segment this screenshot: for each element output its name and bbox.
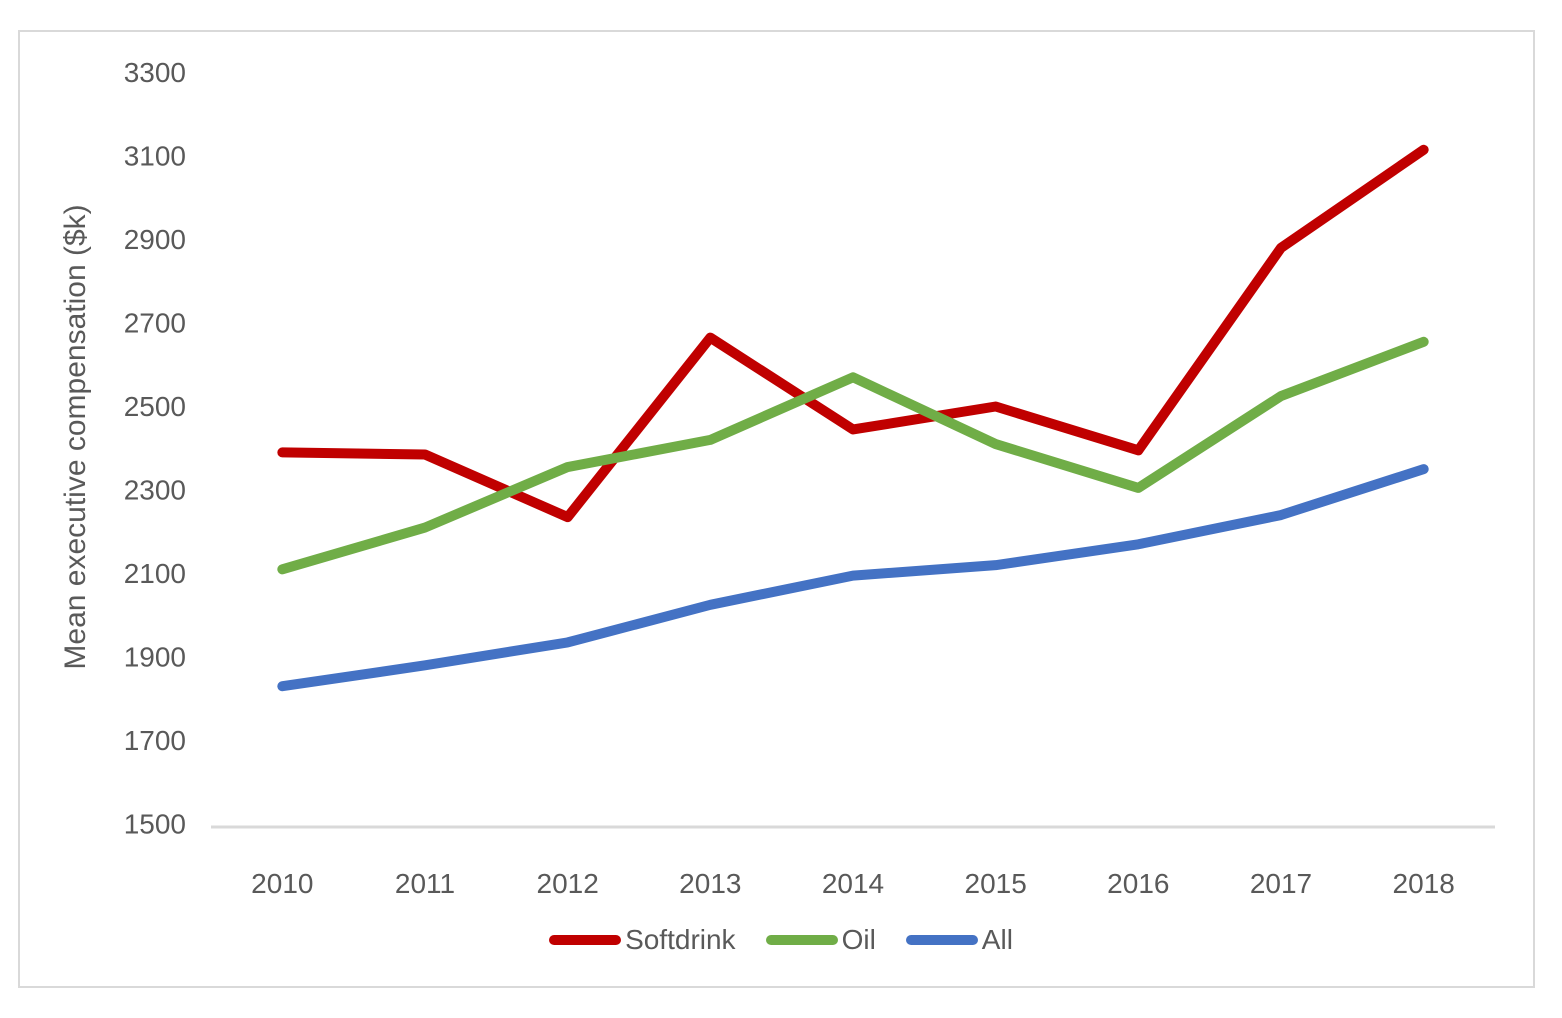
y-axis-title: Mean executive compensation ($k) xyxy=(59,204,92,669)
x-tick-label: 2015 xyxy=(965,868,1027,899)
legend-item-oil: Oil xyxy=(765,924,876,956)
data-series-lines xyxy=(277,144,1429,692)
y-axis-tick-labels: 1500 1700 1900 2100 2300 2500 2700 2900 3100 3300 xyxy=(124,57,186,840)
x-axis-tick-labels: 2010 2011 2012 2013 2014 2015 2016 2017 2018 xyxy=(251,868,1455,899)
x-tick-label: 2012 xyxy=(537,868,599,899)
legend-swatch-softdrink xyxy=(549,935,622,945)
y-tick-label: 1700 xyxy=(124,725,186,756)
y-tick-label: 2700 xyxy=(124,308,186,339)
x-tick-label: 2013 xyxy=(679,868,741,899)
legend-label-softdrink: Softdrink xyxy=(625,924,736,955)
y-tick-label: 2500 xyxy=(124,391,186,422)
x-tick-label: 2010 xyxy=(251,868,313,899)
series-line-softdrink xyxy=(277,144,1429,523)
y-tick-label: 1900 xyxy=(124,642,186,673)
x-tick-label: 2014 xyxy=(822,868,884,899)
legend-item-softdrink: Softdrink xyxy=(549,924,736,956)
y-tick-label: 2300 xyxy=(124,475,186,506)
series-line-all xyxy=(277,464,1429,692)
legend-swatch-all xyxy=(905,935,978,945)
legend-item-all: All xyxy=(905,924,1013,956)
y-tick-label: 2100 xyxy=(124,558,186,589)
y-tick-label: 1500 xyxy=(124,809,186,840)
y-tick-label: 2900 xyxy=(124,224,186,255)
x-tick-label: 2011 xyxy=(395,868,455,899)
x-tick-label: 2017 xyxy=(1250,868,1312,899)
x-tick-label: 2016 xyxy=(1107,868,1169,899)
series-line-oil xyxy=(277,336,1429,575)
chart-legend: Softdrink Oil All xyxy=(0,924,1562,956)
y-tick-label: 3300 xyxy=(124,57,186,88)
y-tick-label: 3100 xyxy=(124,141,186,172)
legend-label-all: All xyxy=(981,924,1013,955)
legend-swatch-oil xyxy=(765,935,838,945)
x-tick-label: 2018 xyxy=(1393,868,1455,899)
legend-label-oil: Oil xyxy=(841,924,876,955)
